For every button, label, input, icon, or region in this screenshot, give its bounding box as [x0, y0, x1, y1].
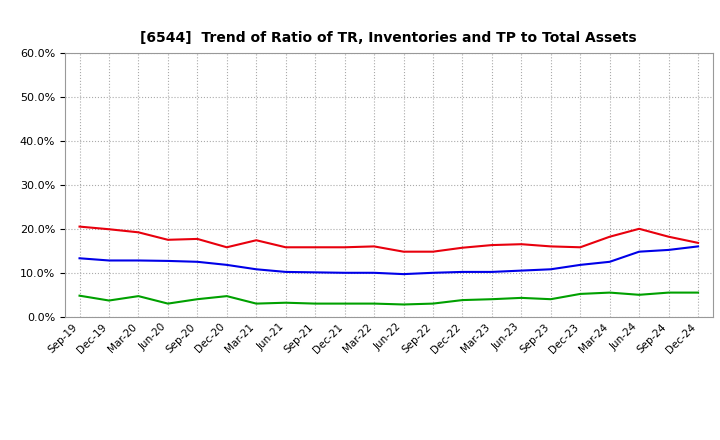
Trade Payables	[458, 297, 467, 303]
Inventories	[517, 268, 526, 273]
Inventories	[487, 269, 496, 275]
Inventories	[104, 258, 113, 263]
Trade Receivables	[576, 245, 585, 250]
Trade Receivables	[458, 245, 467, 250]
Trade Receivables	[311, 245, 320, 250]
Trade Payables	[75, 293, 84, 298]
Trade Payables	[694, 290, 703, 295]
Trade Payables	[399, 302, 408, 307]
Trade Receivables	[193, 236, 202, 242]
Trade Receivables	[104, 227, 113, 232]
Title: [6544]  Trend of Ratio of TR, Inventories and TP to Total Assets: [6544] Trend of Ratio of TR, Inventories…	[140, 31, 637, 45]
Trade Payables	[222, 293, 231, 299]
Inventories	[694, 244, 703, 249]
Trade Payables	[134, 293, 143, 299]
Inventories	[163, 258, 172, 264]
Trade Payables	[546, 297, 555, 302]
Trade Receivables	[222, 245, 231, 250]
Trade Receivables	[517, 242, 526, 247]
Inventories	[606, 259, 614, 264]
Trade Receivables	[428, 249, 437, 254]
Trade Payables	[282, 300, 290, 305]
Trade Receivables	[694, 240, 703, 246]
Trade Receivables	[487, 242, 496, 248]
Inventories	[311, 270, 320, 275]
Trade Receivables	[252, 238, 261, 243]
Trade Receivables	[635, 226, 644, 231]
Trade Payables	[517, 295, 526, 301]
Trade Payables	[311, 301, 320, 306]
Trade Payables	[193, 297, 202, 302]
Trade Payables	[252, 301, 261, 306]
Inventories	[399, 271, 408, 277]
Inventories	[458, 269, 467, 275]
Trade Receivables	[282, 245, 290, 250]
Inventories	[576, 262, 585, 268]
Trade Receivables	[163, 237, 172, 242]
Trade Receivables	[370, 244, 379, 249]
Trade Receivables	[399, 249, 408, 254]
Trade Payables	[341, 301, 349, 306]
Trade Payables	[576, 291, 585, 297]
Inventories	[341, 270, 349, 275]
Trade Receivables	[134, 230, 143, 235]
Inventories	[282, 269, 290, 275]
Inventories	[428, 270, 437, 275]
Line: Trade Receivables: Trade Receivables	[79, 227, 698, 252]
Inventories	[134, 258, 143, 263]
Inventories	[222, 262, 231, 268]
Trade Payables	[104, 298, 113, 303]
Inventories	[75, 256, 84, 261]
Inventories	[193, 259, 202, 264]
Trade Payables	[163, 301, 172, 306]
Inventories	[665, 247, 673, 253]
Inventories	[546, 267, 555, 272]
Trade Receivables	[606, 234, 614, 239]
Trade Receivables	[665, 234, 673, 239]
Trade Receivables	[341, 245, 349, 250]
Trade Payables	[370, 301, 379, 306]
Trade Payables	[428, 301, 437, 306]
Trade Payables	[606, 290, 614, 295]
Line: Inventories: Inventories	[79, 246, 698, 274]
Inventories	[635, 249, 644, 254]
Line: Trade Payables: Trade Payables	[79, 293, 698, 304]
Trade Payables	[635, 292, 644, 297]
Inventories	[252, 267, 261, 272]
Inventories	[370, 270, 379, 275]
Trade Payables	[487, 297, 496, 302]
Trade Payables	[665, 290, 673, 295]
Trade Receivables	[75, 224, 84, 229]
Trade Receivables	[546, 244, 555, 249]
